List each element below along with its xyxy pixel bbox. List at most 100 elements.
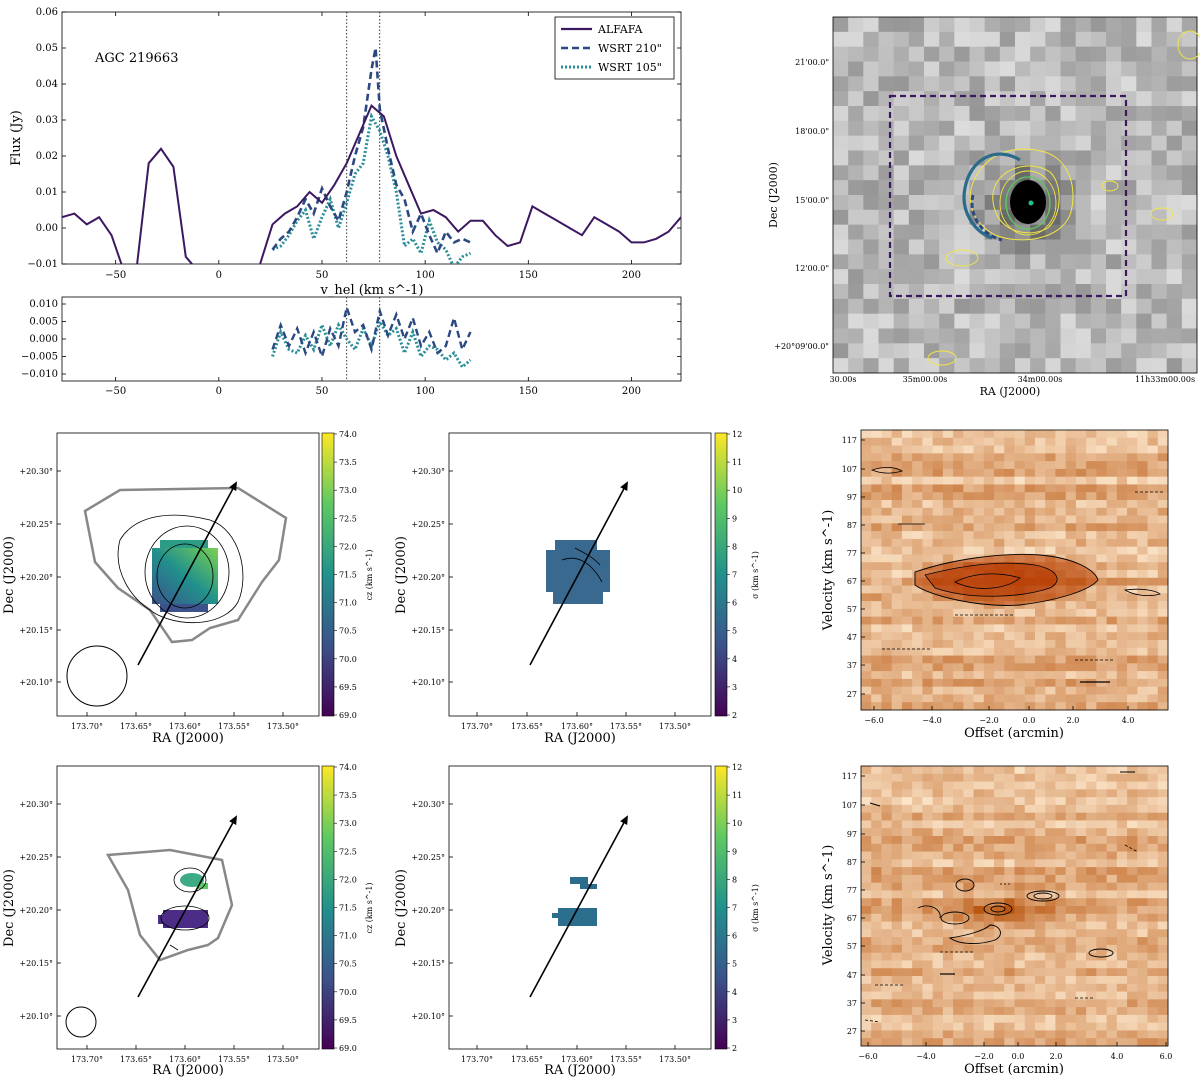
pv2-ylabel: Velocity (km s^-1) <box>821 845 836 967</box>
pv-pixel <box>983 515 995 524</box>
pv-pixel <box>983 640 995 649</box>
pv-pixel <box>983 968 995 977</box>
pv-pixel <box>973 960 985 969</box>
pv-pixel <box>1075 640 1087 649</box>
pv-pixel <box>1096 812 1107 821</box>
pv-pixel <box>922 507 934 516</box>
optical-pixel <box>954 358 970 374</box>
pv-pixel <box>1157 608 1169 618</box>
pv-pixel <box>1075 663 1087 672</box>
pv-pixel <box>1065 608 1077 618</box>
pv-pixel <box>1014 671 1026 680</box>
pv-pixel <box>953 647 964 656</box>
pv-pixel <box>1137 898 1148 907</box>
optical-pixel <box>1106 120 1122 137</box>
pv-pixel <box>932 773 944 782</box>
optical-pixel <box>863 76 879 92</box>
optical-pixel <box>878 46 895 62</box>
pv-pixel <box>1157 468 1169 478</box>
pv-pixel <box>1045 531 1056 540</box>
pv-pixel <box>932 593 944 602</box>
pv-pixel <box>1075 999 1087 1008</box>
pv-pixel <box>1106 968 1118 977</box>
pv-pixel <box>1075 453 1087 462</box>
pv-pixel <box>973 836 985 845</box>
optical-pixel <box>878 195 895 211</box>
vf1-outer-contour <box>83 486 288 644</box>
pv1-ylabel: Velocity (km s^-1) <box>821 510 836 632</box>
pv-pixel <box>1034 851 1046 860</box>
pv-pixel <box>1147 531 1159 540</box>
pv-pixel <box>1116 624 1128 633</box>
pv-pixel <box>1116 445 1128 454</box>
optical-pixel <box>954 76 970 92</box>
optical-pixel <box>848 224 864 240</box>
pv-pixel <box>942 781 954 790</box>
x-tick-label: 0 <box>216 386 222 397</box>
pv-pixel <box>973 828 985 837</box>
pv-pixel <box>953 453 964 462</box>
x-tick-label: −6.0 <box>858 1052 877 1061</box>
y-tick-label: −0.010 <box>21 369 58 380</box>
pv-pixel <box>983 1038 995 1047</box>
pv-pixel <box>922 937 934 946</box>
pv-pixel <box>1004 836 1015 845</box>
pv-pixel <box>932 554 944 563</box>
pv-pixel <box>871 1038 882 1047</box>
y-tick-label: 87 <box>847 858 857 867</box>
pv-pixel <box>1147 766 1159 775</box>
optical-pixel <box>999 135 1016 151</box>
optical-pixel <box>1030 150 1046 166</box>
pv-pixel <box>1075 1022 1087 1031</box>
pv-pixel <box>1045 1022 1056 1031</box>
pv-pixel <box>1024 538 1036 548</box>
optical-pixel <box>984 31 1001 48</box>
optical-pixel <box>924 239 940 255</box>
optical-pixel <box>1136 46 1152 62</box>
pv-pixel <box>1034 820 1046 829</box>
optical-pixel <box>848 209 864 226</box>
pv-pixel <box>1086 937 1097 946</box>
pv-pixel <box>953 702 964 711</box>
pv-pixel <box>973 523 985 532</box>
y-tick-label: +20.20° <box>411 573 445 582</box>
pv-pixel <box>1137 593 1148 602</box>
pv-pixel <box>861 874 872 884</box>
pv-pixel <box>1034 960 1046 969</box>
vf1-velocity-map <box>152 540 218 612</box>
pv-pixel <box>1055 461 1067 470</box>
pv-pixel <box>963 608 974 618</box>
pv-pixel <box>1116 585 1128 594</box>
optical-pixel <box>924 209 940 226</box>
pv-pixel <box>1086 1030 1097 1039</box>
optical-pixel <box>848 150 864 166</box>
spectrum-frame <box>61 11 682 265</box>
pv-pixel <box>881 983 893 992</box>
pv-pixel <box>963 874 974 884</box>
optical-pixel <box>1045 150 1061 166</box>
pv-pixel <box>881 937 893 946</box>
pv-pixel <box>1055 890 1067 899</box>
optical-pixel <box>939 254 955 270</box>
pv-pixel <box>1055 484 1067 493</box>
pv-pixel <box>1045 828 1056 837</box>
x-tick-label: 100 <box>416 386 435 397</box>
pv-pixel <box>1147 554 1159 563</box>
pv-pixel <box>1065 671 1077 680</box>
pv-pixel <box>1137 437 1148 446</box>
pv-pixel <box>942 859 954 868</box>
optical-pixel <box>1121 195 1137 211</box>
pv-pixel <box>1116 702 1128 711</box>
pv-pixel <box>1137 952 1148 961</box>
optical-pixel <box>908 209 925 226</box>
optical-pixel <box>1075 239 1092 255</box>
pv-pixel <box>983 820 995 829</box>
optical-pixel <box>939 209 955 226</box>
pv-pixel <box>912 983 923 992</box>
pv-pixel <box>1096 570 1107 579</box>
pv-pixel <box>912 882 923 891</box>
pv-pixel <box>901 960 913 969</box>
pv-pixel <box>1086 921 1097 930</box>
pv-pixel <box>1075 843 1087 852</box>
optical-blob <box>945 249 979 267</box>
